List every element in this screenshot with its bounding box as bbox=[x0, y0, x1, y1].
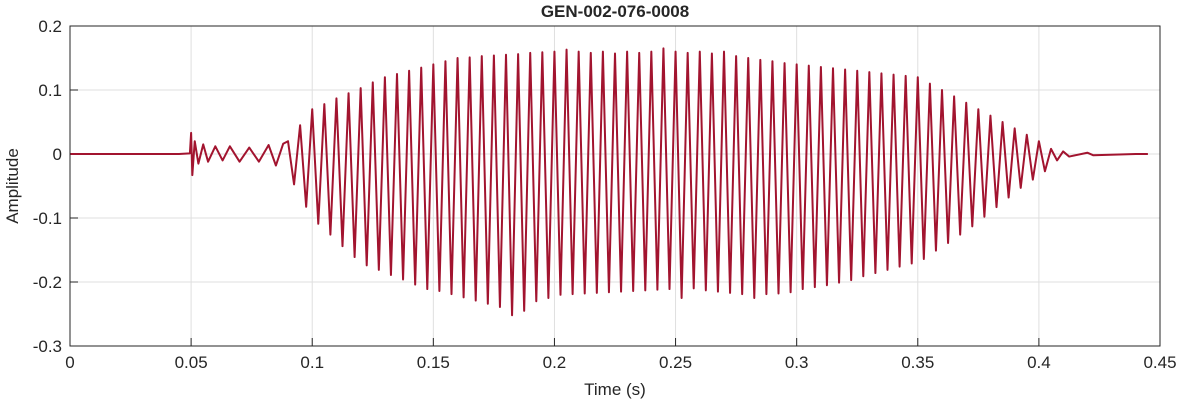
x-tick-label: 0.45 bbox=[1143, 353, 1176, 372]
x-tick-label: 0.25 bbox=[659, 353, 692, 372]
y-tick-label: -0.2 bbox=[33, 273, 62, 292]
x-tick-label: 0.15 bbox=[417, 353, 450, 372]
x-tick-label: 0.3 bbox=[785, 353, 809, 372]
plot-frame bbox=[69, 25, 1161, 347]
x-tick-label: 0.05 bbox=[175, 353, 208, 372]
x-tick-label: 0.2 bbox=[543, 353, 567, 372]
chart-title: GEN-002-076-0008 bbox=[541, 2, 689, 21]
x-tick-label: 0.1 bbox=[300, 353, 324, 372]
y-tick-label: -0.3 bbox=[33, 337, 62, 356]
x-tick-label: 0 bbox=[65, 353, 74, 372]
y-tick-label: 0.2 bbox=[38, 17, 62, 36]
y-tick-label: 0.1 bbox=[38, 81, 62, 100]
waveform-line bbox=[70, 47, 1148, 317]
x-axis-label: Time (s) bbox=[584, 380, 646, 399]
y-tick-label: -0.1 bbox=[33, 209, 62, 228]
x-tick-label: 0.35 bbox=[901, 353, 934, 372]
x-tick-label: 0.4 bbox=[1027, 353, 1051, 372]
y-tick-label: 0 bbox=[53, 145, 62, 164]
y-axis-label: Amplitude bbox=[3, 148, 22, 224]
